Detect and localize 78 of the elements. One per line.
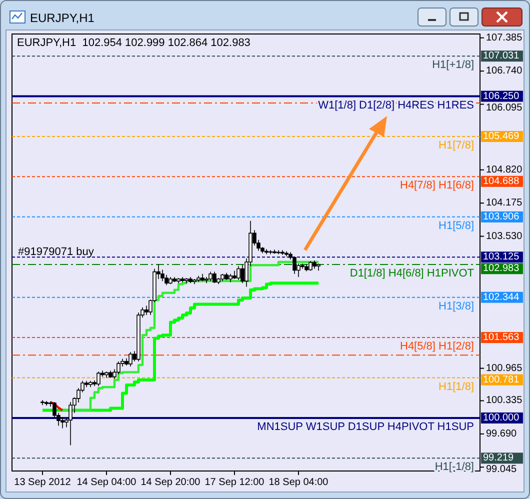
- candlestick: [44, 400, 48, 406]
- candlestick: [304, 264, 308, 272]
- candlestick: [276, 250, 280, 255]
- y-tick-label: 99.045: [486, 464, 518, 476]
- y-tick-label: 101.563: [483, 332, 520, 344]
- candlestick: [192, 278, 196, 285]
- candlestick: [268, 250, 272, 255]
- candlestick: [168, 276, 172, 285]
- candlestick: [196, 276, 200, 282]
- x-tick-label: 13 Sep 2012: [14, 477, 72, 488]
- x-tick-label: 14 Sep 04:00: [76, 477, 137, 488]
- candlestick: [284, 250, 288, 257]
- y-tick-label: 103.125: [483, 252, 520, 263]
- y-tick-label: 107.031: [483, 50, 520, 62]
- y-tick-label: 103.530: [486, 230, 523, 242]
- candlestick: [176, 278, 180, 284]
- y-tick-label: 102.344: [483, 292, 520, 303]
- candlestick: [88, 380, 92, 388]
- y-tick-label: 106.250: [483, 90, 520, 102]
- ref-line-label: D1[1/8] H4[6/8] H1PIVOT: [350, 267, 474, 280]
- candlestick: [316, 263, 320, 271]
- candlestick: [308, 260, 312, 272]
- candlestick: [236, 266, 240, 280]
- candlestick: [208, 271, 212, 282]
- candlestick: [60, 416, 64, 429]
- candlestick: [108, 370, 112, 378]
- candlestick: [264, 248, 268, 255]
- y-tick-label: 104.175: [486, 198, 523, 209]
- x-tick-label: 18 Sep 04:00: [268, 477, 329, 488]
- candlestick: [172, 276, 176, 282]
- candlestick: [280, 250, 284, 256]
- ref-line-label: H1[7/8]: [438, 139, 474, 152]
- candlestick: [312, 260, 316, 270]
- chart-title: EURJPY,H1: [30, 11, 95, 25]
- candlestick: [180, 276, 184, 282]
- candlestick: [200, 273, 204, 282]
- y-tick-label: 104.820: [486, 164, 523, 176]
- x-tick-label: 17 Sep 12:00: [204, 477, 265, 488]
- y-tick-label: 100.000: [483, 412, 520, 424]
- ref-line-label: H1[-1/8]: [434, 461, 474, 474]
- ref-line-label: H4[5/8] H1[2/8]: [400, 340, 474, 353]
- annotation: #91979071 buy: [18, 246, 94, 258]
- y-tick-label: 99.690: [486, 428, 518, 440]
- candlestick: [104, 371, 108, 378]
- candlestick: [228, 273, 232, 282]
- candlestick: [184, 278, 188, 284]
- chart-subtitle: EURJPY,H1 102.954 102.999 102.864 102.983: [17, 37, 250, 49]
- ref-line-label: H4[7/8] H1[6/8]: [400, 180, 474, 192]
- ref-line-label: H1[1/8]: [438, 380, 474, 393]
- ref-line-label: H1[+1/8]: [432, 59, 474, 72]
- y-tick-label: 103.906: [483, 211, 520, 222]
- ref-line-label: MN1SUP W1SUP D1SUP H4PIVOT H1SUP: [257, 420, 474, 433]
- candlestick: [212, 271, 216, 284]
- y-tick-label: 100.335: [486, 395, 523, 406]
- candlestick: [188, 276, 192, 284]
- candlestick: [116, 360, 120, 375]
- y-tick-label: 107.385: [486, 32, 523, 44]
- y-tick-label: 102.983: [483, 263, 520, 274]
- ref-line-label: H1[3/8]: [438, 300, 474, 312]
- candlestick: [68, 402, 72, 446]
- y-tick-label: 99.219: [483, 452, 514, 464]
- candlestick: [292, 256, 296, 274]
- candlestick: [232, 270, 236, 280]
- y-tick-label: 105.469: [483, 130, 520, 142]
- candlestick: [220, 273, 224, 282]
- x-tick-label: 14 Sep 20:00: [140, 477, 201, 488]
- candlestick: [96, 371, 100, 386]
- candlestick: [224, 272, 228, 280]
- y-tick-label: 106.095: [486, 102, 523, 114]
- y-tick-label: 106.740: [486, 66, 523, 77]
- candlestick: [128, 352, 132, 367]
- line-series: [49, 400, 64, 412]
- y-tick-label: 100.781: [483, 374, 520, 386]
- y-tick-label: 104.688: [483, 176, 520, 187]
- ref-line-label: H1[5/8]: [438, 220, 474, 232]
- candlestick: [272, 249, 276, 254]
- candlestick: [40, 400, 44, 406]
- y-tick-label: 100.965: [486, 362, 523, 374]
